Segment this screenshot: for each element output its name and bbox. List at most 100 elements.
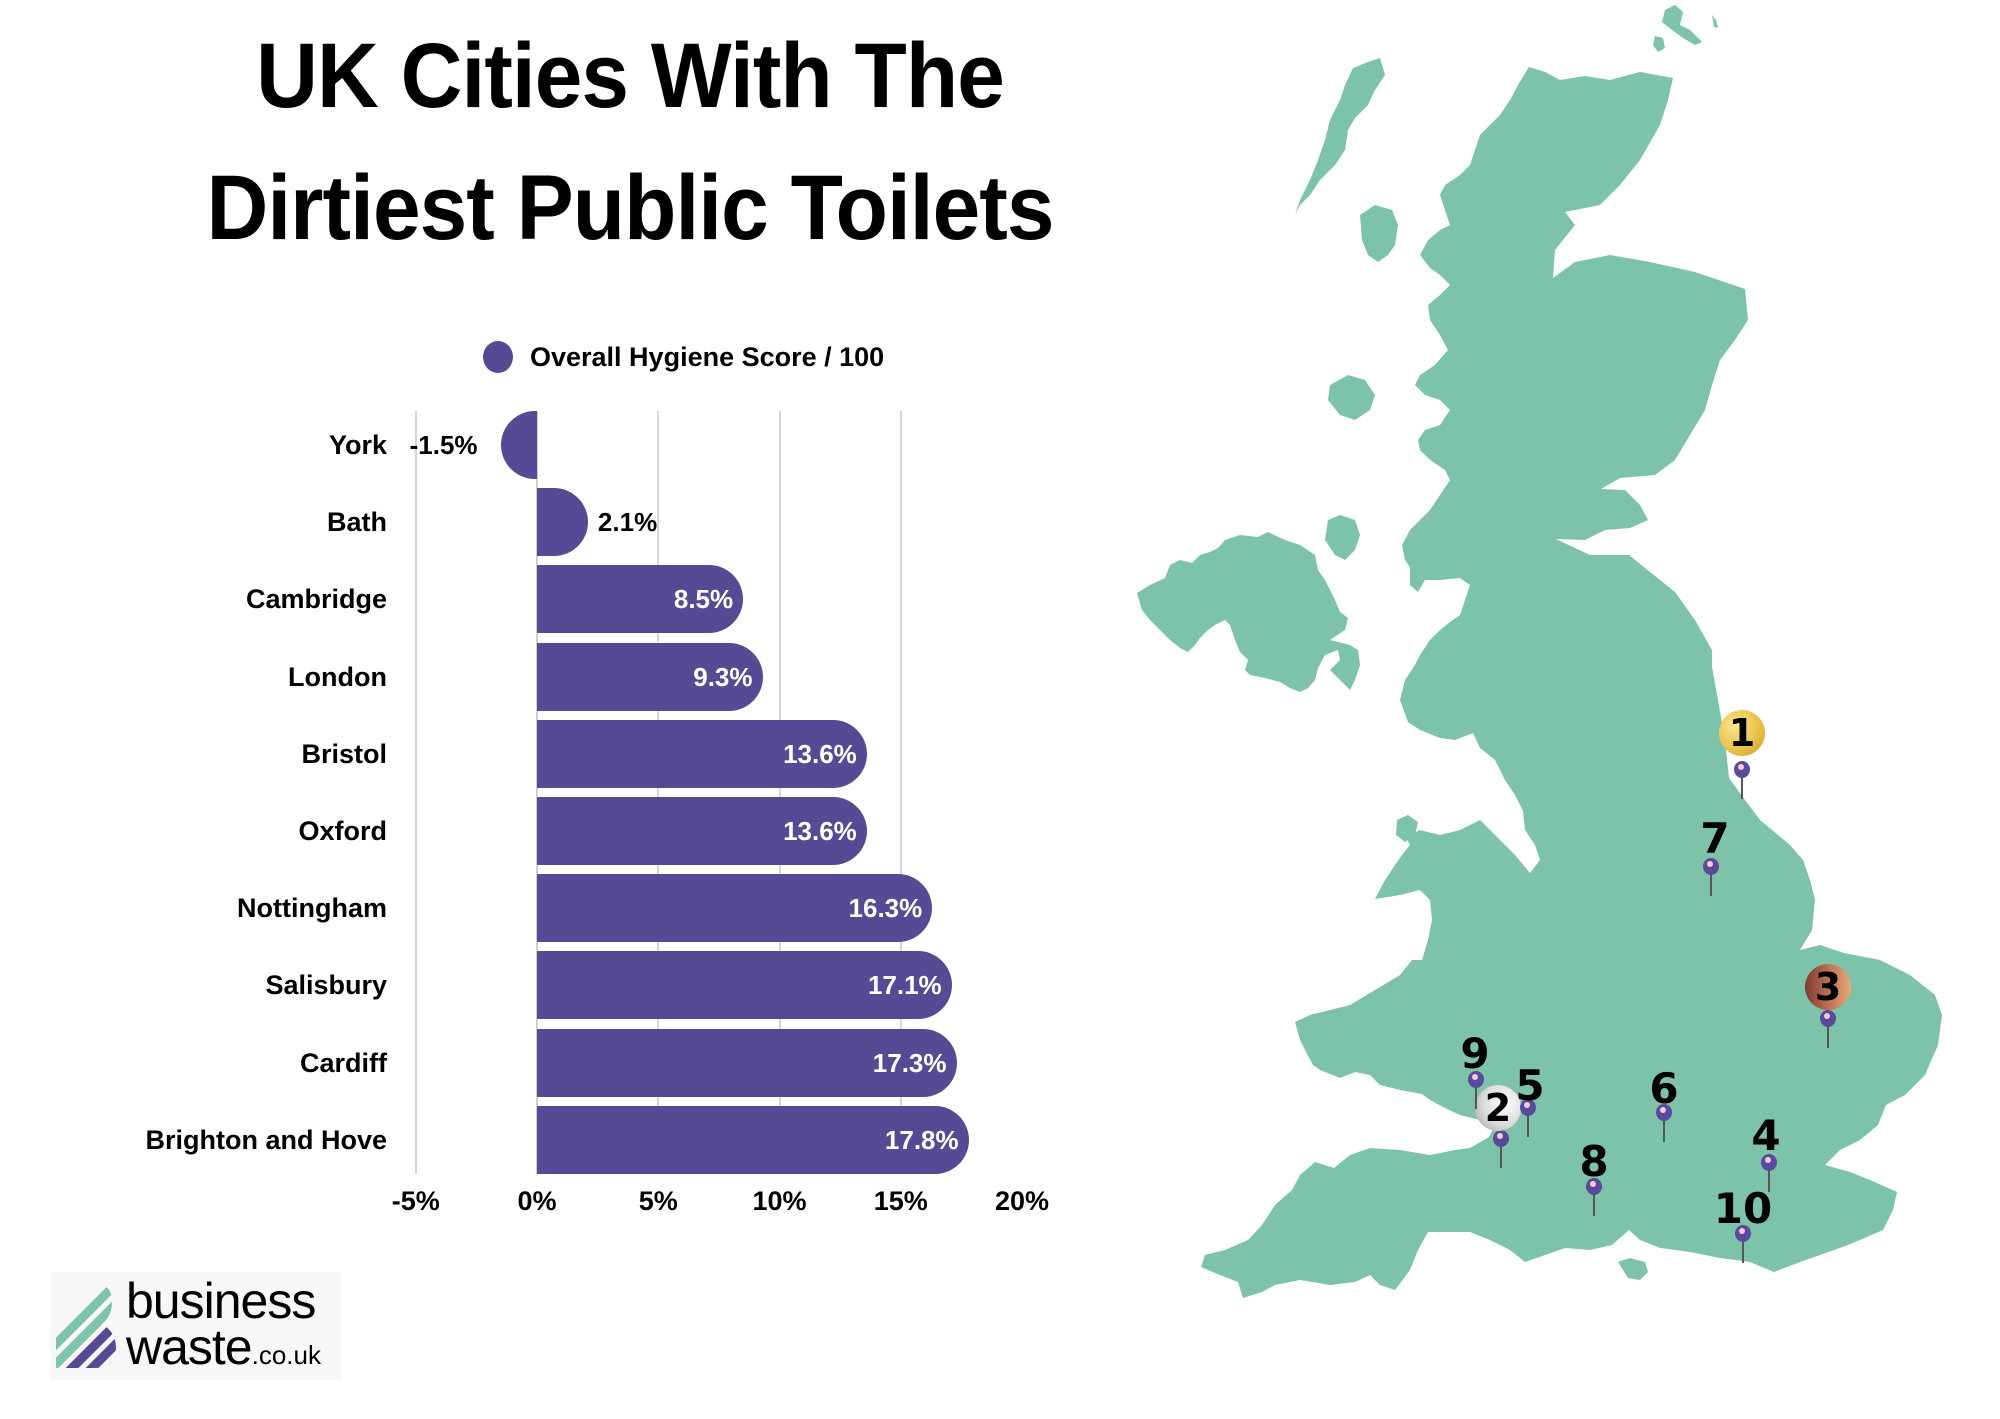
pin-shine bbox=[1590, 1181, 1596, 1187]
bar bbox=[537, 951, 952, 1020]
bar bbox=[537, 488, 588, 557]
skye-shape bbox=[1360, 205, 1398, 262]
bar bbox=[537, 1105, 969, 1174]
category-label: Cardiff bbox=[300, 1047, 387, 1078]
pin-needle bbox=[1663, 1120, 1665, 1142]
logo-text-business: business bbox=[126, 1273, 316, 1329]
pin-shine bbox=[1497, 1133, 1503, 1139]
bar bbox=[537, 797, 867, 865]
gridline bbox=[899, 411, 902, 1174]
pin-needle bbox=[1827, 1026, 1829, 1048]
logo-text-tld: .co.uk bbox=[251, 1340, 321, 1370]
category-label: York bbox=[328, 430, 387, 460]
map-rank-label: 8 bbox=[1579, 1137, 1609, 1186]
pin-head bbox=[1703, 858, 1719, 875]
bar bbox=[537, 874, 933, 943]
logo-text-waste: waste.co.uk bbox=[126, 1322, 321, 1372]
gridline bbox=[657, 411, 660, 1174]
map-pin-icon bbox=[1466, 1071, 1486, 1117]
arran-shape bbox=[1410, 552, 1425, 592]
map-rank-label: 9 bbox=[1460, 1029, 1490, 1078]
pin-head bbox=[1735, 1225, 1751, 1242]
islay-shape bbox=[1325, 515, 1360, 560]
category-label: Bath bbox=[327, 507, 387, 538]
chart-title-line-1: UK Cities With The bbox=[256, 25, 1005, 127]
shetland-islet-shape bbox=[1712, 15, 1718, 28]
land-mass bbox=[1137, 5, 1942, 1298]
map-rank-label: 5 bbox=[1515, 1061, 1545, 1110]
map-pin-icon bbox=[1732, 761, 1752, 807]
bar-value-label: -1.5% bbox=[409, 430, 478, 460]
bar bbox=[500, 411, 537, 479]
pin-shine bbox=[1824, 1013, 1830, 1019]
pin-shine bbox=[1739, 1228, 1745, 1234]
map-pin-icon bbox=[1654, 1104, 1674, 1150]
category-label: Bristol bbox=[301, 738, 387, 769]
isle-of-wight-shape bbox=[1618, 1258, 1648, 1280]
silver-medal-badge: 2 bbox=[1475, 1085, 1521, 1131]
category-label: London bbox=[288, 661, 387, 692]
category-label: Brighton and Hove bbox=[145, 1124, 388, 1155]
bar bbox=[537, 565, 744, 634]
gridline bbox=[536, 411, 538, 1174]
pin-needle bbox=[1500, 1146, 1502, 1168]
x-axis-tick-label: 10% bbox=[752, 1186, 807, 1216]
pin-needle bbox=[1475, 1087, 1477, 1109]
map-pin-icon bbox=[1491, 1130, 1511, 1176]
pin-shine bbox=[1707, 861, 1713, 867]
category-label: Salisbury bbox=[265, 970, 387, 1001]
map-pin-icon bbox=[1759, 1154, 1779, 1200]
category-label: Oxford bbox=[298, 816, 387, 846]
bar-value-label: 2.1% bbox=[597, 507, 658, 538]
x-axis-tick-label: 15% bbox=[873, 1186, 928, 1216]
x-axis-tick-label: 5% bbox=[638, 1186, 678, 1216]
pin-needle bbox=[1741, 777, 1743, 799]
pin-head bbox=[1520, 1099, 1536, 1116]
bar-value-label: 13.6% bbox=[783, 816, 857, 846]
map-pin-icon bbox=[1584, 1178, 1604, 1224]
bar bbox=[537, 1028, 957, 1097]
map-rank-label: 10 bbox=[1713, 1184, 1773, 1233]
pin-shine bbox=[1765, 1157, 1771, 1163]
gridline bbox=[414, 411, 417, 1174]
bar-chart: -5% 0% 5% 10% 15% 20% York -1.5% Bath 2.1% Cambrid… bbox=[0, 0, 1100, 1260]
bar-value-label: 16.3% bbox=[848, 893, 923, 924]
uk-outline bbox=[1137, 5, 1942, 1298]
pin-head bbox=[1493, 1130, 1509, 1147]
pin-needle bbox=[1768, 1170, 1770, 1192]
bar-value-label: 17.1% bbox=[867, 970, 942, 1001]
legend-label: Overall Hygiene Score / 100 bbox=[530, 341, 885, 372]
gold-medal-badge: 1 bbox=[1719, 710, 1765, 756]
map-rank-label: 7 bbox=[1700, 814, 1730, 863]
map-pin-icon bbox=[1733, 1225, 1753, 1271]
pin-needle bbox=[1710, 874, 1712, 896]
orkney-islet-shape bbox=[1653, 36, 1665, 52]
uk-map: 1 2 3 4 5 6 7 8 9 10 bbox=[1100, 0, 2000, 1414]
pin-head bbox=[1656, 1104, 1672, 1121]
category-label: Nottingham bbox=[237, 893, 387, 924]
chart-title-line-2: Dirtiest Public Toilets bbox=[206, 157, 1054, 259]
pin-head bbox=[1586, 1178, 1602, 1195]
map-pin-icon bbox=[1818, 1010, 1838, 1056]
striped-b-logo-icon bbox=[56, 1284, 116, 1368]
map-pin-icon bbox=[1518, 1099, 1538, 1145]
category-label: Cambridge bbox=[245, 584, 387, 615]
map-pin-icon bbox=[1701, 858, 1721, 904]
orkney-shape bbox=[1662, 5, 1702, 45]
x-axis-tick-label: 20% bbox=[994, 1186, 1050, 1216]
northern-ireland-shape bbox=[1137, 532, 1360, 692]
pin-head bbox=[1761, 1154, 1777, 1171]
logo-text-waste-word: waste bbox=[126, 1319, 253, 1375]
outer-hebrides-shape bbox=[1295, 58, 1385, 215]
mull-shape bbox=[1328, 375, 1375, 420]
pin-needle bbox=[1742, 1241, 1744, 1263]
bar-value-label: 8.5% bbox=[673, 584, 734, 615]
bar-value-label: 17.8% bbox=[884, 1124, 959, 1155]
pin-head bbox=[1734, 761, 1750, 778]
pin-needle bbox=[1527, 1115, 1529, 1137]
map-rank-label: 6 bbox=[1649, 1064, 1679, 1113]
pin-shine bbox=[1738, 764, 1744, 770]
pin-shine bbox=[1660, 1107, 1666, 1113]
anglesey-shape bbox=[1396, 815, 1418, 842]
bar-value-label: 13.6% bbox=[783, 738, 857, 769]
